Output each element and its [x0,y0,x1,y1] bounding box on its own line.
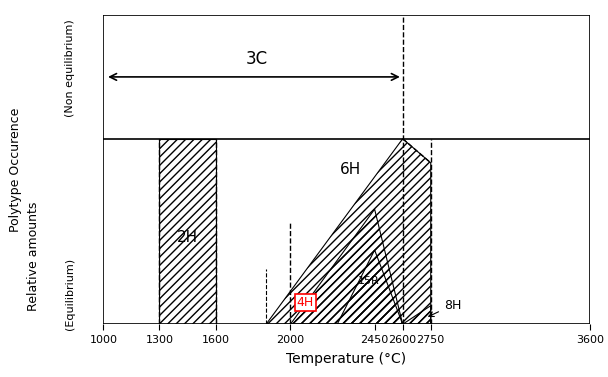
Text: (Equilibrium): (Equilibrium) [65,258,75,330]
Text: 2H: 2H [177,230,198,245]
Text: Relative amounts: Relative amounts [27,202,40,311]
Text: Polytype Occurence: Polytype Occurence [9,107,22,232]
Text: 8H: 8H [429,299,461,316]
Text: 4H: 4H [297,296,314,309]
Text: (Non equilibrium): (Non equilibrium) [65,19,75,117]
Text: 3C: 3C [246,50,268,67]
Text: 15R: 15R [358,276,380,286]
X-axis label: Temperature (°C): Temperature (°C) [286,352,407,366]
Text: 6H: 6H [340,162,361,177]
